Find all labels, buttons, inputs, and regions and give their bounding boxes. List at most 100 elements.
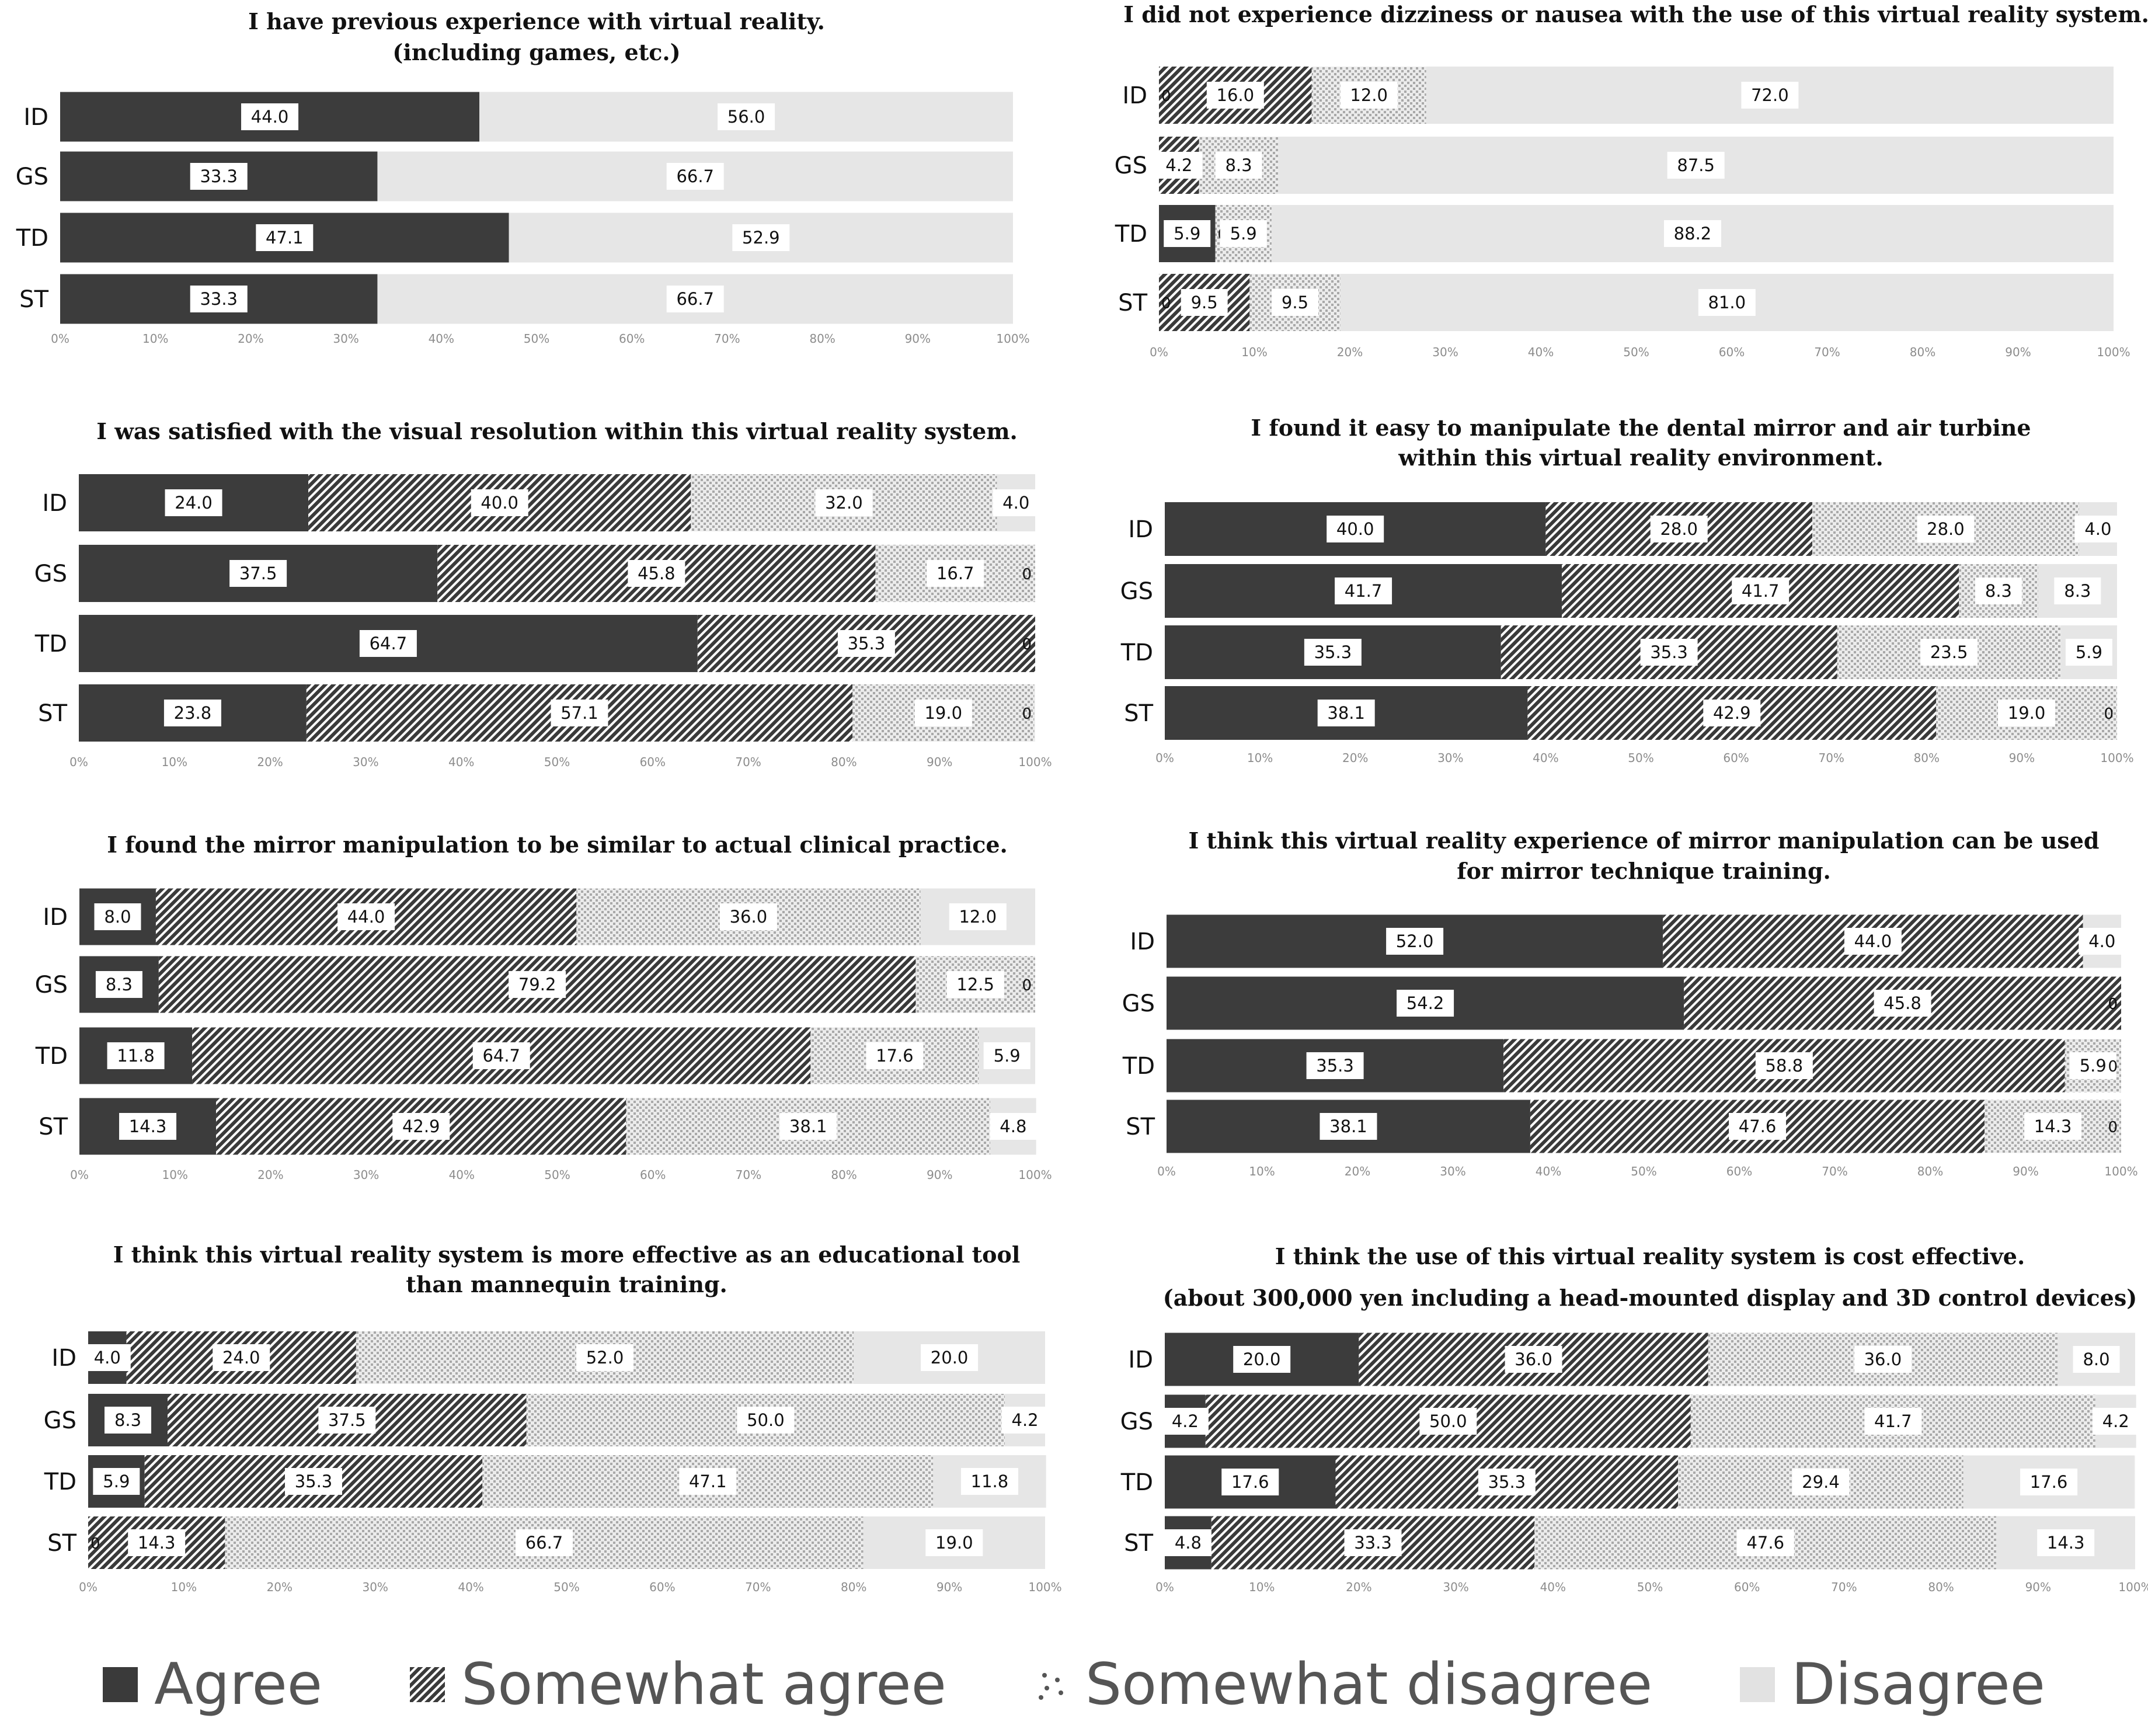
chart-panel-2: I did not experience dizziness or nausea… [1115, 1, 2148, 359]
x-tick-label: 10% [1247, 751, 1273, 765]
x-tick-label: 100% [1028, 1580, 1061, 1594]
data-label-zero: 0 [1022, 636, 1032, 653]
x-tick-label: 30% [333, 332, 358, 346]
data-label: 8.3 [2064, 581, 2091, 601]
x-tick-label: 30% [353, 755, 378, 769]
data-label: 28.0 [1660, 519, 1698, 539]
data-label: 5.9 [994, 1046, 1021, 1066]
data-label-box [2065, 639, 2112, 666]
data-label-zero: 0 [1161, 295, 1171, 312]
x-tick-label: 90% [2025, 1580, 2051, 1594]
data-label: 40.0 [1336, 519, 1374, 539]
category-label: ID [42, 490, 67, 517]
x-tick-label: 20% [1342, 751, 1368, 765]
category-label: GS [35, 972, 68, 999]
data-label: 5.9 [1230, 224, 1257, 243]
data-label: 4.2 [2102, 1411, 2129, 1431]
x-tick-label: 0% [79, 1580, 98, 1594]
data-label-box [2074, 516, 2122, 542]
data-label: 4.0 [1002, 493, 1029, 513]
data-label: 4.2 [1012, 1410, 1039, 1430]
data-label-box [1650, 516, 1708, 542]
data-label-box [256, 224, 314, 251]
data-label-box [1344, 1529, 1402, 1556]
data-label-box [1181, 289, 1228, 316]
data-label: 66.7 [676, 166, 714, 186]
category-label: TD [1120, 1469, 1153, 1496]
data-label: 44.0 [347, 907, 385, 927]
data-label-box [949, 903, 1007, 930]
x-tick-label: 80% [1910, 345, 1935, 359]
data-label-box [866, 1042, 924, 1069]
x-tick-label: 10% [171, 1580, 197, 1594]
data-label-box [732, 224, 790, 251]
data-label-box [2024, 1113, 2082, 1140]
legend-item-disagree: Disagree [1740, 1656, 2045, 1713]
x-tick-label: 70% [745, 1580, 771, 1594]
x-tick-label: 100% [2100, 751, 2133, 765]
data-label: 9.5 [1191, 293, 1218, 312]
data-label-box [1844, 928, 1902, 955]
x-tick-label: 80% [1914, 751, 1940, 765]
data-label: 52.0 [1396, 931, 1434, 951]
legend-item-somewhat-agree: Somewhat agree [410, 1656, 946, 1713]
data-label-box [576, 1344, 634, 1371]
category-label: GS [1115, 152, 1147, 179]
data-label-box [2073, 1346, 2120, 1373]
data-label-box [359, 630, 417, 657]
x-tick-label: 60% [1726, 1164, 1752, 1178]
data-label-box [2079, 928, 2126, 955]
data-label-box [1233, 1346, 1291, 1373]
data-label: 23.8 [174, 703, 212, 723]
data-label: 44.0 [251, 107, 289, 127]
x-tick-label: 100% [1018, 1168, 1052, 1182]
data-label-box [128, 1529, 186, 1556]
data-label-box [1640, 639, 1698, 666]
data-label-box [1220, 220, 1267, 247]
category-label: ID [1122, 82, 1147, 109]
data-label: 35.3 [1488, 1472, 1526, 1492]
x-tick-label: 30% [1443, 1580, 1468, 1594]
data-label: 41.7 [1345, 581, 1383, 601]
x-tick-label: 40% [1533, 751, 1558, 765]
x-tick-label: 60% [1719, 345, 1745, 359]
data-label-box [551, 700, 608, 726]
legend-label-agree: Agree [154, 1651, 323, 1718]
chart-title-line: within this virtual reality environment. [1398, 444, 1884, 471]
data-label: 41.7 [1742, 581, 1780, 601]
chart-title-line: I was satisfied with the visual resoluti… [96, 418, 1018, 444]
category-label: TD [16, 225, 48, 252]
data-label: 17.6 [1231, 1472, 1269, 1492]
category-label: ST [19, 286, 48, 313]
data-label: 38.1 [789, 1116, 827, 1136]
x-tick-label: 50% [553, 1580, 579, 1594]
data-label: 4.8 [1175, 1533, 1202, 1553]
category-label: TD [34, 631, 67, 657]
x-tick-label: 60% [640, 755, 666, 769]
data-label: 54.2 [1407, 993, 1444, 1013]
data-label-box [1755, 1052, 1813, 1079]
legend-label-somewhat-disagree: Somewhat disagree [1085, 1651, 1653, 1718]
data-label: 42.9 [402, 1116, 440, 1136]
x-tick-label: 40% [429, 332, 454, 346]
data-label-box [1317, 700, 1375, 726]
data-label-box [1667, 152, 1725, 179]
x-tick-label: 50% [524, 332, 549, 346]
chart-title-line: I did not experience dizziness or nausea… [1123, 1, 2148, 27]
legend-item-agree: Agree [103, 1656, 322, 1713]
x-tick-label: 50% [1637, 1580, 1663, 1594]
data-label: 5.9 [2080, 1056, 2107, 1076]
data-label-box [1736, 1529, 1794, 1556]
data-label-box [1920, 639, 1978, 666]
data-label-zero: 0 [2104, 705, 2114, 723]
x-tick-label: 90% [937, 1580, 962, 1594]
x-tick-label: 80% [831, 1168, 857, 1182]
data-label-box [392, 1113, 450, 1140]
data-label: 12.0 [1350, 85, 1388, 105]
chart-title-line: I found the mirror manipulation to be si… [107, 832, 1008, 858]
data-label-box [927, 560, 984, 587]
data-label: 4.8 [1000, 1116, 1026, 1136]
data-label-zero: 0 [1022, 566, 1032, 583]
category-label: TD [35, 1043, 68, 1070]
data-label-box [666, 163, 724, 190]
